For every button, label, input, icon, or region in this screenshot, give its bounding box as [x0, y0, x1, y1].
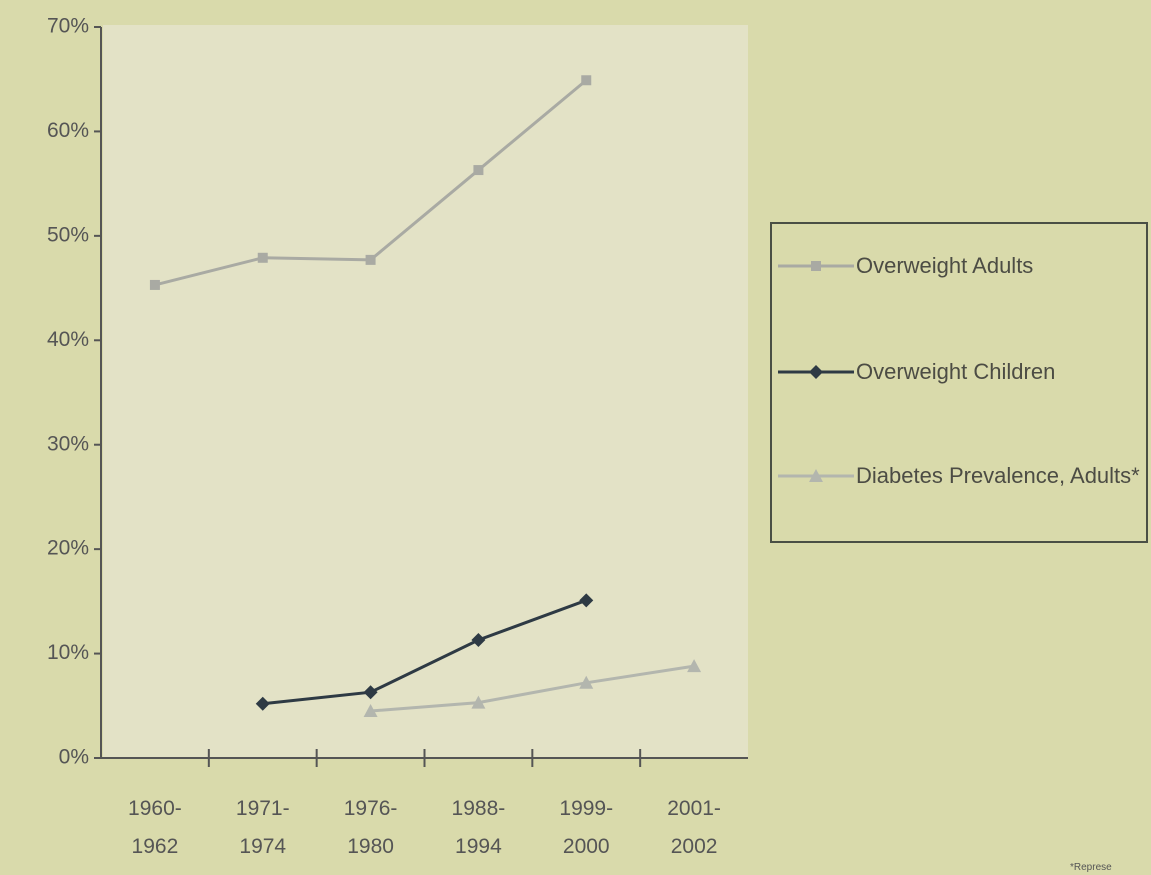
marker — [581, 75, 592, 86]
y-tick-label: 30% — [47, 432, 89, 455]
marker — [471, 695, 486, 709]
legend-swatch — [778, 365, 854, 379]
legend-swatch — [778, 261, 854, 271]
y-tick-label: 20% — [47, 537, 89, 560]
chart: 0% 10% 20% 30% 40% 50% 60% 70% — [47, 15, 748, 769]
y-tick-label: 60% — [47, 119, 89, 142]
y-tick-label: 40% — [47, 328, 89, 351]
marker — [365, 254, 376, 265]
marker — [687, 659, 702, 673]
x-tick-label: 1960-1962 — [128, 797, 182, 858]
y-tick-label: 50% — [47, 223, 89, 246]
y-tick-label: 10% — [47, 641, 89, 664]
marker — [579, 675, 594, 689]
y-tick-label: 0% — [59, 746, 89, 769]
y-tick-label: 70% — [47, 15, 89, 38]
marker — [809, 469, 823, 482]
marker — [471, 632, 486, 647]
legend-item: Overweight Children — [772, 352, 1146, 392]
marker — [473, 165, 484, 176]
x-tick-label: 1971-1974 — [235, 797, 290, 858]
marker — [149, 279, 160, 290]
series-line — [262, 598, 587, 706]
marker — [579, 593, 594, 608]
marker — [255, 696, 270, 711]
legend-label: Diabetes Prevalence, Adults* — [856, 463, 1140, 488]
legend-item: Overweight Adults — [772, 246, 1146, 286]
legend-item: Diabetes Prevalence, Adults* — [772, 456, 1146, 496]
legend-swatch — [778, 469, 854, 482]
legend: Overweight Adults Overweight Children Diab… — [770, 222, 1148, 543]
x-tick-label: 1976-1980 — [343, 797, 398, 858]
x-tick-label: 2001-2002 — [667, 797, 721, 858]
legend-label: Overweight Adults — [856, 253, 1034, 278]
marker — [257, 252, 268, 263]
marker — [363, 704, 378, 718]
plot-area — [103, 25, 748, 758]
marker — [809, 365, 823, 379]
marker — [811, 261, 821, 271]
legend-label: Overweight Children — [856, 359, 1056, 384]
x-tick-label: 1999-2000 — [559, 797, 614, 858]
footnote: *Represe — [1070, 862, 1112, 873]
marker — [363, 685, 378, 700]
series-line — [370, 664, 695, 713]
x-tick-label: 1988-1994 — [451, 797, 506, 858]
